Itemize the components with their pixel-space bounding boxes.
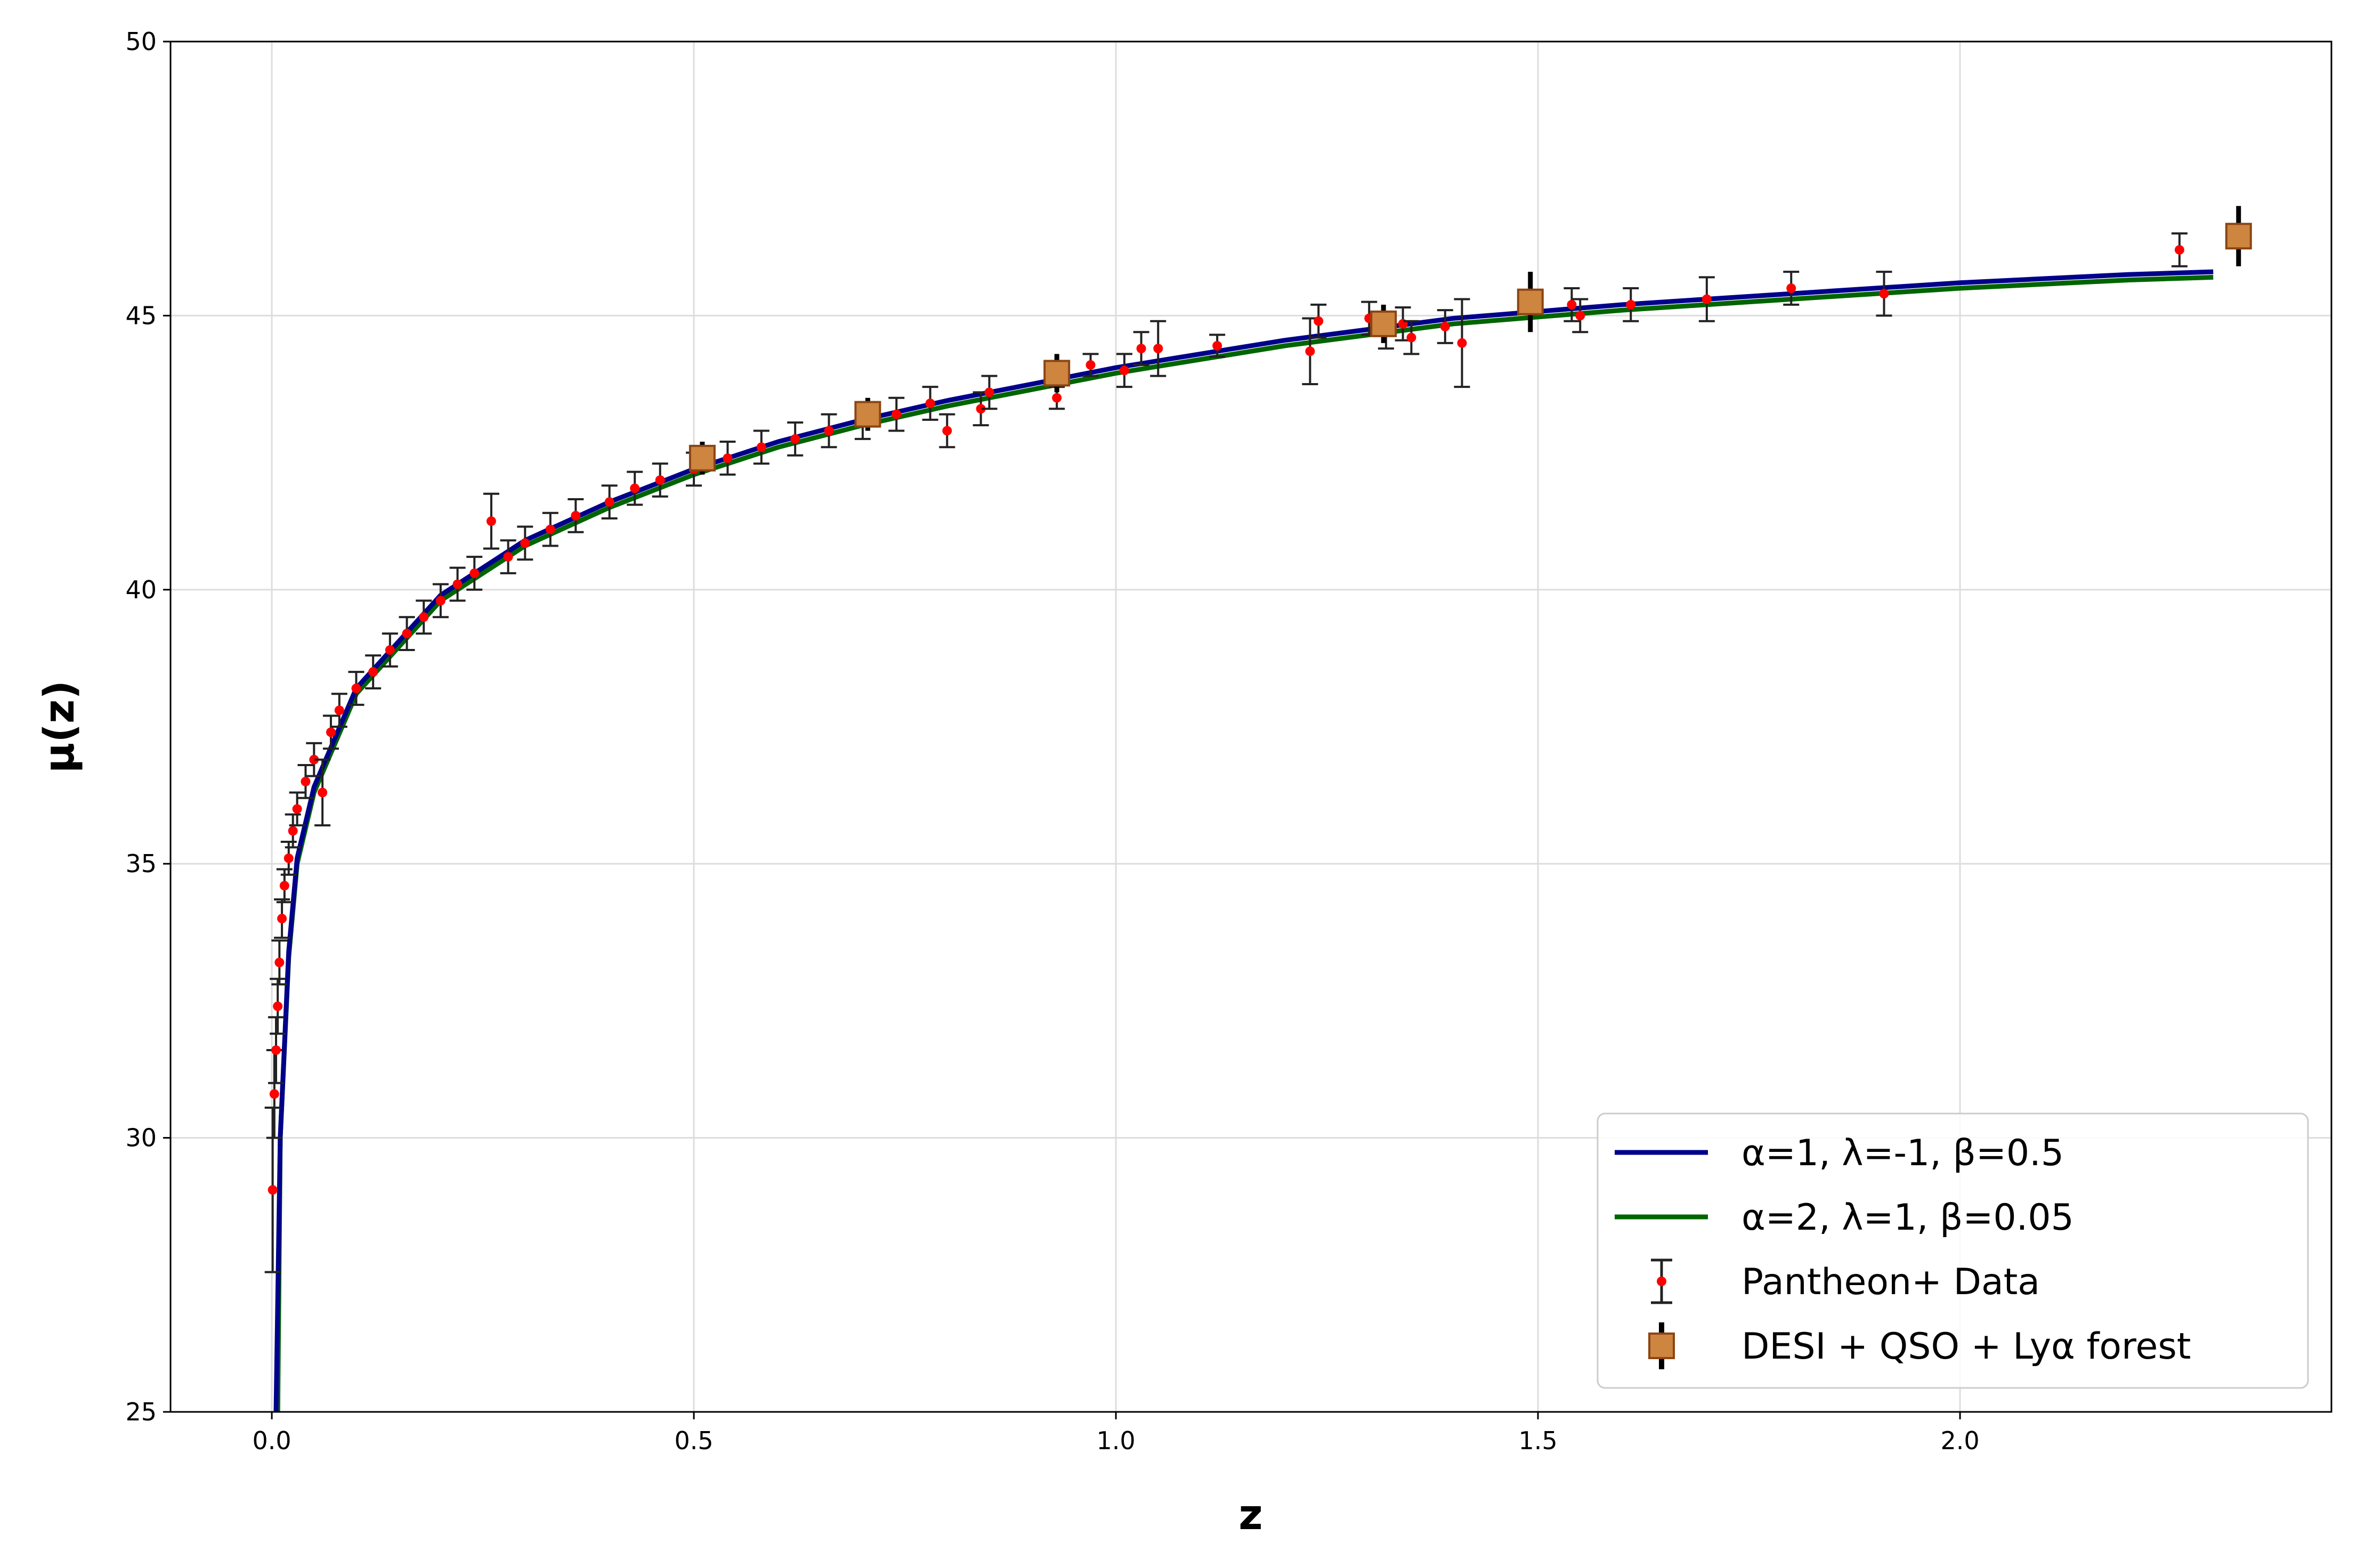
pantheon-point — [309, 754, 319, 765]
legend-label-model-2: α=2, λ=1, β=0.05 — [1742, 1197, 2074, 1239]
y-tick-label: 35 — [125, 849, 157, 878]
legend-label-pantheon: Pantheon+ Data — [1742, 1261, 2040, 1303]
desi-point — [1370, 310, 1397, 337]
desi-point — [1517, 288, 1544, 315]
pantheon-point — [1575, 311, 1585, 321]
pantheon-point — [452, 579, 463, 589]
legend-swatch-desi — [1648, 1322, 1675, 1369]
pantheon-point — [942, 426, 952, 436]
pantheon-point — [368, 667, 378, 677]
pantheon-point — [1136, 344, 1146, 354]
pantheon-point — [268, 1185, 278, 1195]
pantheon-point — [925, 399, 935, 409]
pantheon-point — [318, 787, 328, 798]
y-tick-label: 50 — [125, 27, 157, 56]
pantheon-point — [630, 483, 640, 493]
pantheon-point — [984, 387, 994, 397]
pantheon-point — [1119, 365, 1129, 376]
legend-label-desi: DESI + QSO + Lyα forest — [1742, 1326, 2191, 1368]
pantheon-point — [1702, 294, 1712, 304]
desi-errorbars — [689, 206, 2252, 475]
ticks: 0.0 0.5 1.0 1.5 2.0 25 30 35 40 45 50 — [125, 27, 1979, 1455]
y-tick-label: 40 — [125, 575, 157, 604]
pantheon-point — [1212, 340, 1222, 351]
y-tick-label: 25 — [125, 1398, 157, 1426]
desi-point — [2225, 223, 2252, 250]
pantheon-point — [274, 957, 285, 968]
pantheon-point — [1567, 299, 1577, 310]
pantheon-point — [571, 510, 581, 521]
pantheon-point — [419, 612, 429, 622]
legend-swatch-pantheon — [1651, 1258, 1672, 1304]
pantheon-point — [334, 705, 344, 716]
pantheon-point — [1457, 338, 1467, 348]
x-axis-label: z — [1238, 1491, 1262, 1539]
pantheon-point — [892, 409, 902, 419]
x-tick-label: 1.0 — [1096, 1426, 1135, 1455]
pantheon-point — [1086, 360, 1096, 370]
pantheon-point — [756, 442, 766, 452]
pantheon-point — [1786, 283, 1796, 293]
x-tick-label: 1.5 — [1518, 1426, 1557, 1455]
desi-point — [689, 444, 716, 472]
x-tick-label: 0.5 — [674, 1426, 713, 1455]
pantheon-point — [279, 881, 289, 891]
pantheon-point — [486, 516, 496, 526]
pantheon-point — [277, 914, 287, 924]
x-tick-label: 0.0 — [253, 1426, 291, 1455]
pantheon-point — [604, 497, 614, 507]
pantheon-point — [723, 453, 733, 463]
pantheon-point — [326, 727, 336, 737]
pantheon-point — [469, 568, 480, 578]
pantheon-point — [301, 776, 311, 786]
x-tick-label: 2.0 — [1940, 1426, 1979, 1455]
pantheon-point — [503, 552, 513, 562]
y-axis-label: μ(z) — [36, 680, 84, 773]
desi-point — [1043, 360, 1071, 387]
pantheon-point — [1153, 344, 1163, 354]
y-tick-label: 30 — [125, 1124, 157, 1152]
plot-frame — [169, 40, 2332, 1413]
plot-area — [264, 206, 2252, 1412]
pantheon-point — [790, 434, 800, 444]
pantheon-point — [385, 645, 395, 655]
pantheon-point — [1052, 393, 1062, 403]
pantheon-point — [1626, 299, 1636, 310]
pantheon-point — [1406, 332, 1416, 343]
pantheon-point — [273, 1001, 283, 1011]
pantheon-point — [824, 426, 834, 436]
pantheon-point — [1305, 346, 1315, 356]
pantheon-point — [2174, 245, 2184, 255]
pantheon-point — [655, 475, 665, 485]
pantheon-point — [284, 853, 294, 863]
legend-box — [1597, 1112, 2309, 1389]
desi-point — [854, 401, 881, 428]
pantheon-point — [271, 1045, 281, 1055]
pantheon-point — [1879, 289, 1889, 299]
y-tick-label: 45 — [125, 301, 157, 330]
pantheon-point — [1314, 316, 1324, 326]
pantheon-point — [520, 538, 530, 548]
pantheon-point — [269, 1089, 279, 1099]
pantheon-point — [545, 524, 555, 534]
pantheon-point — [435, 596, 446, 606]
pantheon-point — [976, 404, 986, 414]
legend: α=1, λ=-1, β=0.5 α=2, λ=1, β=0.05 Panthe… — [1597, 1112, 2309, 1389]
pantheon-point — [351, 683, 361, 693]
pantheon-point — [1440, 321, 1450, 331]
pantheon-point — [288, 826, 298, 836]
legend-label-model-1: α=1, λ=-1, β=0.5 — [1742, 1132, 2064, 1174]
pantheon-point — [402, 629, 412, 639]
pantheon-point — [292, 804, 302, 814]
